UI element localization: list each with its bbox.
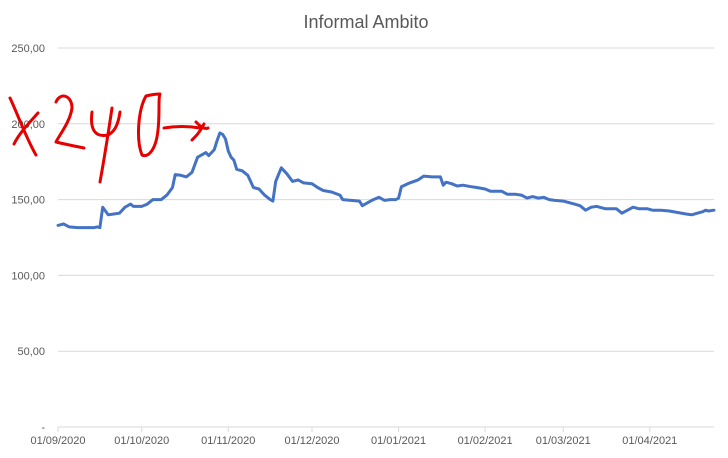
annotation-digit-0 — [137, 92, 162, 158]
y-tick-label: 150,00 — [11, 195, 45, 207]
annotation-digit-4 — [90, 106, 122, 184]
x-axis-tick-labels: 01/09/2020 01/10/2020 01/11/2020 01/12/2020… — [30, 427, 677, 447]
series-line — [56, 131, 716, 230]
x-tick-label: 01/02/2021 — [458, 435, 513, 447]
annotation-arrow — [162, 120, 210, 142]
x-tick-label: 01/09/2020 — [30, 435, 85, 447]
x-tick-label: 01/10/2020 — [114, 435, 169, 447]
handwritten-annotation — [8, 92, 210, 184]
chart-title: Informal Ambito — [303, 12, 428, 32]
annotation-x-mark — [8, 96, 40, 157]
y-tick-label: 50,00 — [17, 346, 45, 358]
x-tick-label: 01/12/2020 — [284, 435, 339, 447]
x-tick-label: 01/11/2020 — [201, 435, 255, 447]
x-tick-label: 01/01/2021 — [371, 435, 426, 447]
annotation-digit-2 — [54, 94, 86, 150]
y-tick-label: 100,00 — [11, 270, 45, 282]
y-tick-label: - — [41, 422, 45, 434]
series-layer — [56, 131, 716, 230]
y-tick-label: 250,00 — [11, 43, 45, 55]
x-tick-label: 01/03/2021 — [536, 435, 591, 447]
x-tick-label: 01/04/2021 — [622, 435, 677, 447]
gridlines — [58, 47, 714, 428]
